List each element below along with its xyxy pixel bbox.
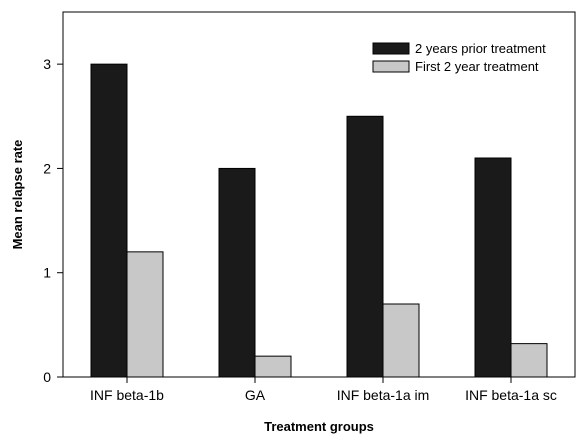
y-axis-title: Mean relapse rate	[10, 140, 25, 250]
bar-first-2	[382, 303, 420, 378]
bar-first-0	[126, 251, 164, 378]
legend-swatch-0	[372, 42, 410, 55]
x-axis-title: Treatment groups	[264, 419, 374, 434]
x-tick-label-3: INF beta-1a sc	[465, 387, 557, 403]
y-tick-label-1: 1	[43, 265, 51, 281]
plot-area	[62, 11, 576, 378]
y-tick-label-3: 3	[43, 56, 51, 72]
bar-prior-2	[346, 115, 384, 378]
axes: 0 1 2 3 INF beta-1b GA INF beta-1a im INF beta-…	[43, 56, 557, 403]
legend-label-1: First 2 year treatment	[415, 59, 539, 74]
x-tick-label-0: INF beta-1b	[90, 387, 164, 403]
bar-prior-3	[474, 157, 512, 378]
bars	[90, 63, 548, 378]
bar-first-1	[254, 355, 292, 378]
x-tick-label-2: INF beta-1a im	[337, 387, 430, 403]
y-tick-label-0: 0	[43, 369, 51, 385]
x-tick-label-1: GA	[245, 387, 266, 403]
legend: 2 years prior treatment First 2 year trea…	[372, 41, 546, 74]
bar-prior-0	[90, 63, 128, 378]
legend-label-0: 2 years prior treatment	[415, 41, 546, 56]
y-tick-label-2: 2	[43, 160, 51, 176]
legend-swatch-1	[372, 60, 410, 73]
bar-prior-1	[218, 167, 256, 378]
bar-first-3	[510, 343, 548, 378]
plot-frame	[62, 11, 576, 378]
